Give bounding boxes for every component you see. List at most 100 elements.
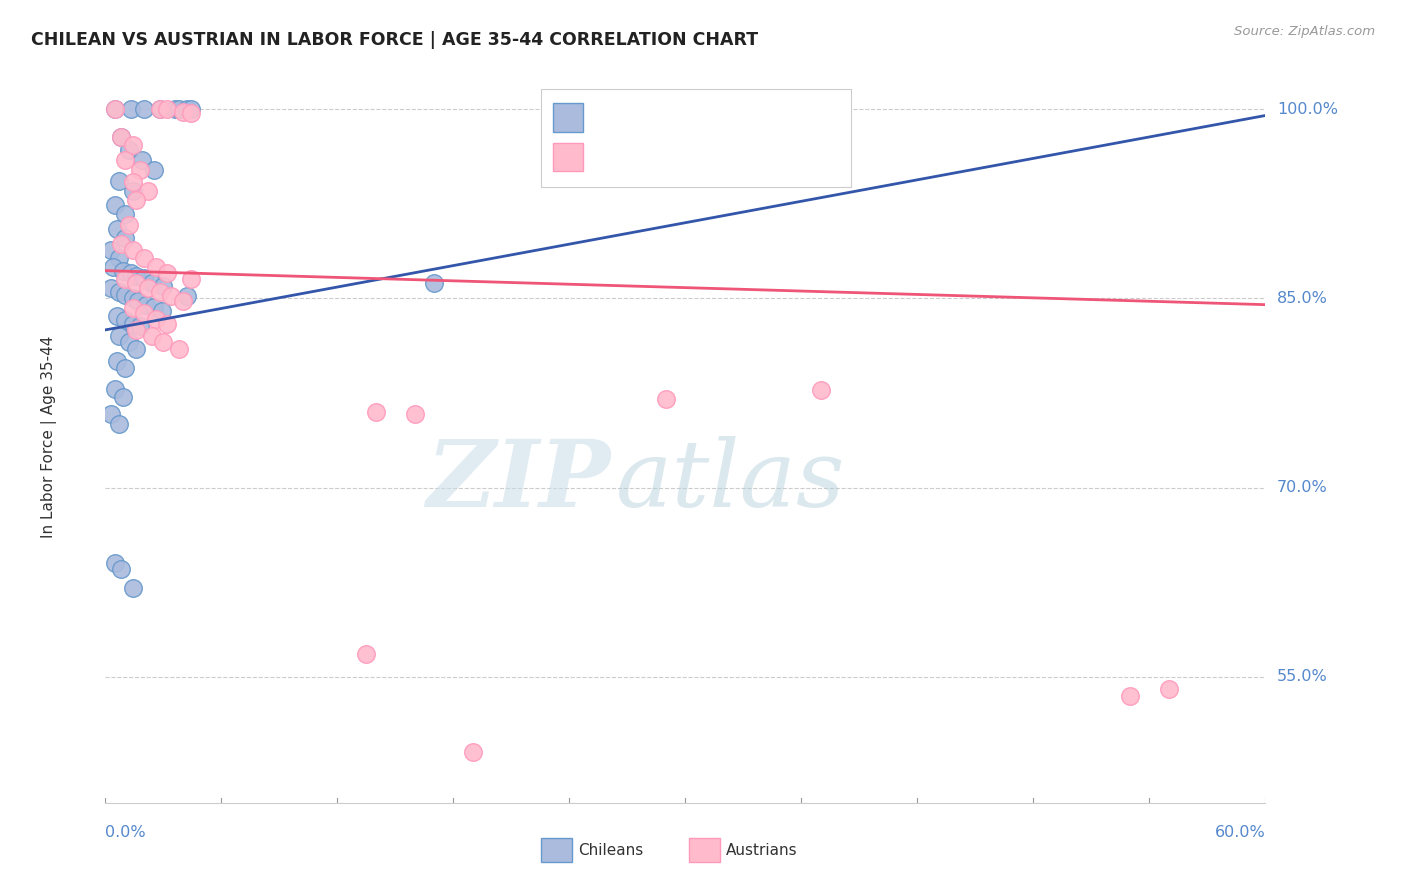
Point [142, 300, 165, 314]
Point [121, 175, 143, 189]
Point [167, 342, 190, 356]
Point [104, 198, 127, 212]
Point [118, 143, 141, 157]
Point [114, 153, 136, 167]
Point [1157, 682, 1180, 697]
Point [103, 260, 124, 274]
Point [108, 251, 131, 265]
Text: Austrians: Austrians [725, 843, 797, 857]
Point [136, 184, 159, 198]
Point [111, 263, 134, 277]
Point [655, 392, 678, 407]
Point [132, 251, 156, 265]
Point [108, 174, 131, 188]
Point [149, 102, 172, 116]
Text: R = -0.050   N = 43: R = -0.050 N = 43 [592, 148, 778, 166]
Text: 55.0%: 55.0% [1277, 669, 1327, 684]
Text: 0.0%: 0.0% [105, 825, 146, 840]
Point [135, 298, 157, 312]
Text: 70.0%: 70.0% [1277, 480, 1327, 495]
Point [156, 266, 179, 280]
Point [131, 153, 153, 167]
Point [152, 335, 174, 350]
Text: ZIP: ZIP [426, 436, 610, 526]
Point [132, 306, 156, 320]
Point [150, 304, 173, 318]
Text: 100.0%: 100.0% [1277, 102, 1339, 117]
Point [136, 281, 159, 295]
Text: R =  0.446   N = 53: R = 0.446 N = 53 [592, 108, 776, 126]
Text: Chileans: Chileans [578, 843, 643, 857]
Text: atlas: atlas [616, 436, 845, 526]
Point [121, 582, 143, 596]
Point [100, 244, 122, 258]
Point [104, 556, 127, 570]
Point [156, 102, 179, 116]
Point [105, 354, 128, 368]
Point [152, 278, 174, 293]
Point [121, 184, 143, 198]
Point [179, 272, 202, 286]
Point [132, 102, 156, 116]
Point [121, 137, 143, 152]
Point [114, 360, 136, 375]
Point [141, 277, 163, 291]
Point [179, 102, 202, 116]
Point [114, 207, 136, 221]
Point [176, 289, 198, 303]
Text: 60.0%: 60.0% [1215, 825, 1265, 840]
Point [110, 562, 132, 576]
Point [423, 277, 446, 291]
Point [120, 102, 142, 116]
Point [167, 102, 190, 116]
Point [404, 408, 426, 422]
Point [145, 260, 167, 274]
Point [105, 309, 128, 323]
Point [129, 162, 152, 177]
Point [172, 104, 194, 119]
Point [125, 342, 148, 356]
Point [127, 293, 149, 308]
Point [110, 130, 132, 145]
Point [156, 317, 179, 331]
Point [141, 329, 163, 343]
Point [121, 291, 143, 305]
Point [129, 319, 152, 334]
Point [100, 408, 122, 422]
Point [163, 102, 186, 116]
Point [142, 162, 165, 177]
Point [118, 335, 141, 350]
Point [114, 287, 136, 301]
Text: CHILEAN VS AUSTRIAN IN LABOR FORCE | AGE 35-44 CORRELATION CHART: CHILEAN VS AUSTRIAN IN LABOR FORCE | AGE… [31, 31, 758, 49]
Text: Source: ZipAtlas.com: Source: ZipAtlas.com [1234, 25, 1375, 38]
Point [364, 405, 387, 419]
Point [111, 390, 134, 404]
Point [172, 293, 194, 308]
Point [132, 271, 156, 285]
Point [1119, 689, 1142, 703]
Point [110, 130, 132, 145]
Point [149, 285, 172, 299]
Point [461, 745, 484, 759]
Point [121, 244, 143, 258]
Point [114, 231, 136, 245]
Point [176, 102, 198, 116]
Text: 85.0%: 85.0% [1277, 291, 1327, 306]
Point [120, 266, 142, 280]
Point [149, 102, 172, 116]
Point [104, 102, 127, 116]
Point [104, 382, 127, 396]
Point [104, 102, 127, 116]
Text: In Labor Force | Age 35-44: In Labor Force | Age 35-44 [41, 336, 58, 538]
Point [110, 237, 132, 252]
Point [114, 272, 136, 286]
Point [145, 311, 167, 326]
Point [125, 277, 148, 291]
Point [125, 193, 148, 207]
Point [125, 268, 148, 283]
Point [108, 285, 131, 299]
Point [179, 106, 202, 120]
Point [105, 222, 128, 236]
Point [125, 323, 148, 337]
Point [356, 647, 378, 661]
